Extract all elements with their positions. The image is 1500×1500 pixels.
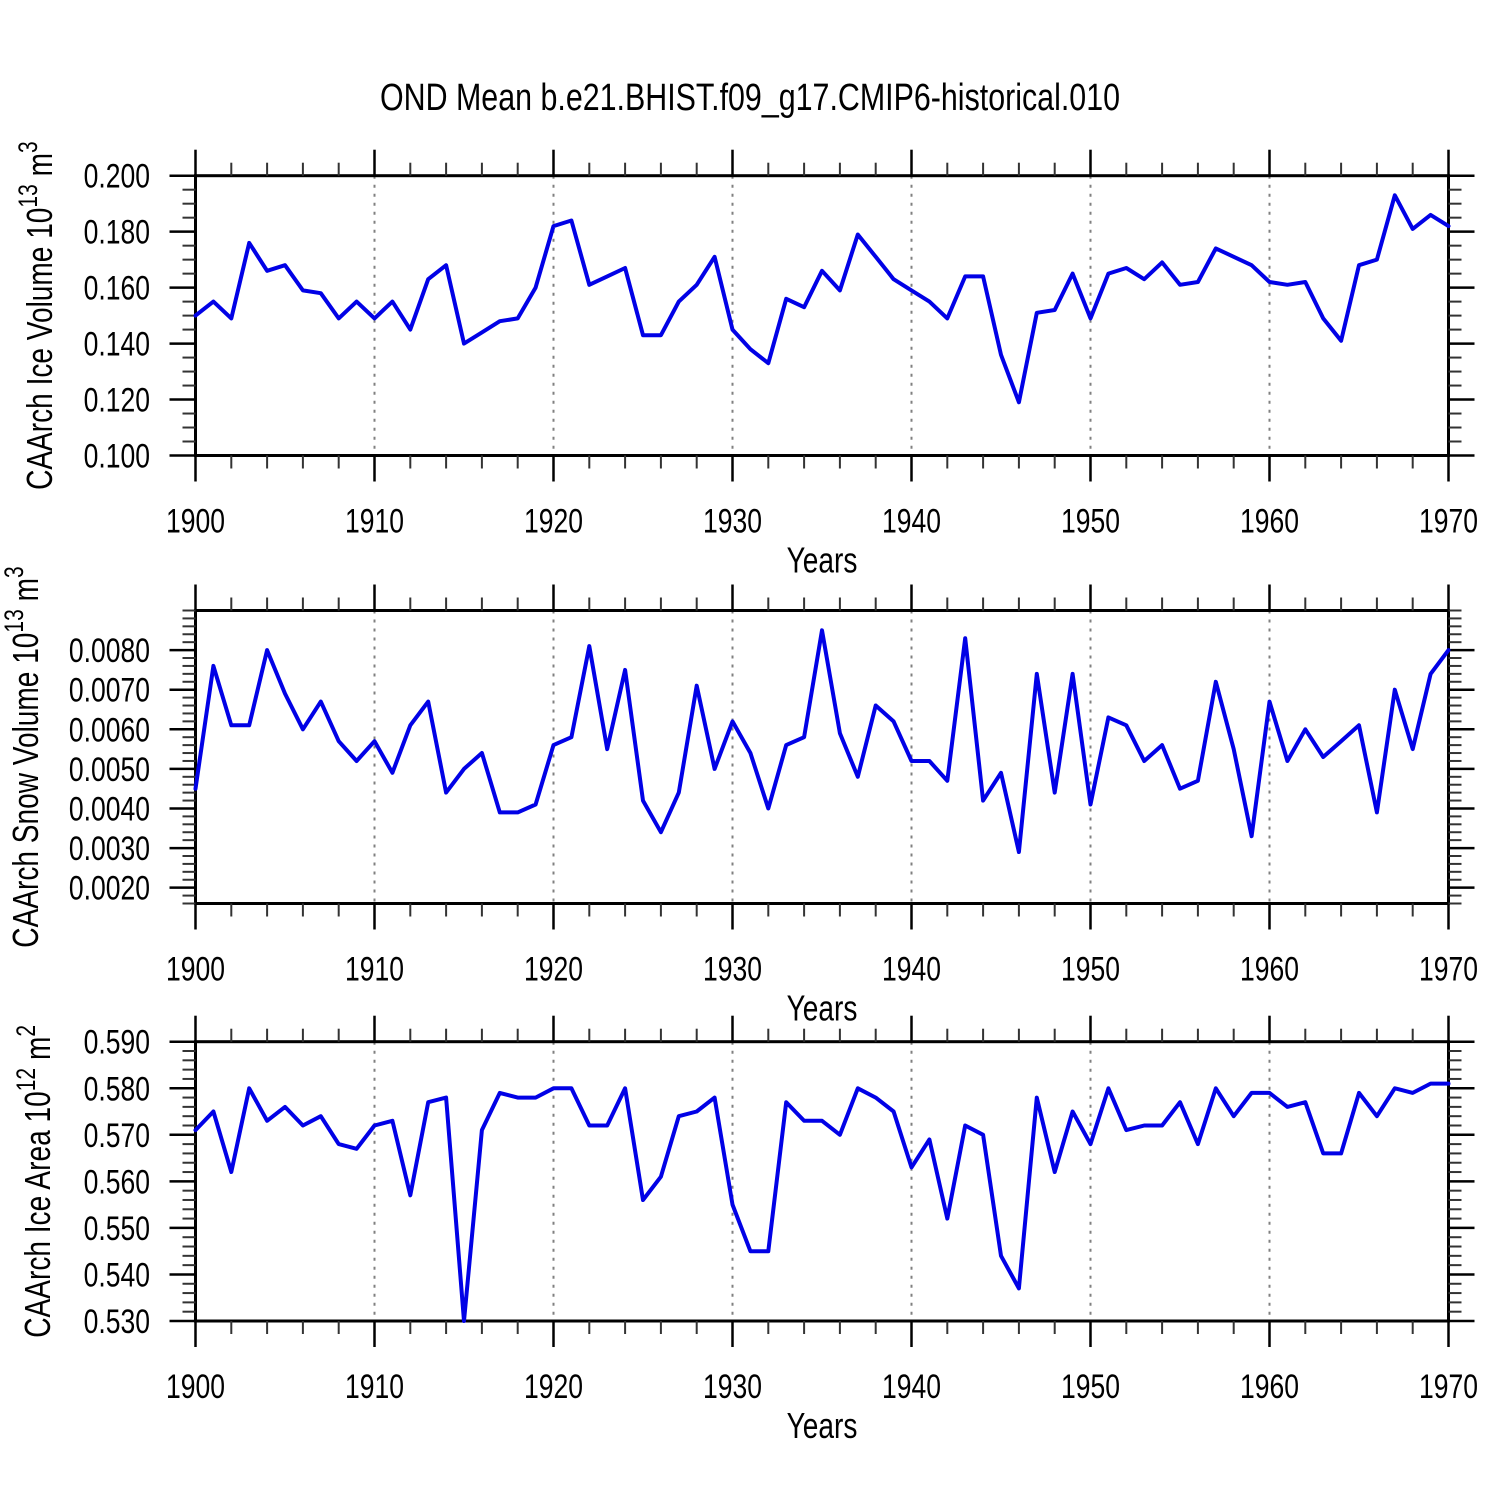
x-tick-label: 1970 — [1419, 950, 1478, 988]
ice-area-y-axis-label: CAArch Ice Area 1012 m2 — [12, 1025, 58, 1338]
ice-volume-x-axis-label: Years — [787, 540, 858, 580]
y-tick-label: 0.570 — [84, 1117, 150, 1155]
y-tick-label: 0.120 — [84, 381, 150, 419]
y-tick-label: 0.540 — [84, 1256, 150, 1294]
x-tick-label: 1900 — [166, 950, 225, 988]
y-tick-label: 0.0030 — [69, 830, 150, 868]
ice-area-chart: 1900 1910 1920 1930 1940 1950 1960 1970 0.590 0.5… — [12, 1015, 1478, 1446]
x-tick-label: 1940 — [882, 502, 941, 540]
x-tick-label: 1950 — [1061, 1368, 1120, 1406]
plot-frame — [194, 174, 1450, 457]
x-tick-label: 1960 — [1240, 1368, 1299, 1406]
y-axis-label-exponent: 13 — [0, 609, 30, 632]
snow-volume-x-axis-label: Years — [787, 988, 858, 1028]
snow-volume-chart: 1900 1910 1920 1930 1940 1950 1960 19700.00800.… — [0, 566, 1478, 1028]
x-tick-label: 1930 — [703, 502, 762, 540]
x-tick-label: 1950 — [1061, 502, 1120, 540]
x-tick-label: 1960 — [1240, 502, 1299, 540]
y-axis-label-text: CAArch Snow Volume 10 — [6, 633, 46, 948]
x-tick-label: 1970 — [1419, 502, 1478, 540]
y-axis-label-unit-exponent: 3 — [0, 566, 30, 578]
plot-frame — [194, 1040, 1450, 1323]
x-tick-label: 1940 — [882, 950, 941, 988]
y-axis-label-unit: m — [18, 1037, 58, 1068]
ice-volume-chart: 1900 1910 1920 1930 1940 1950 1960 1970 0.200 0.1… — [14, 141, 1478, 580]
x-tick-label: 1940 — [882, 1368, 941, 1406]
y-tick-label: 0.100 — [84, 437, 150, 475]
ice-area-x-axis-label: Years — [787, 1406, 858, 1446]
y-tick-label: 0.160 — [84, 270, 150, 308]
figure-title: OND Mean b.e21.BHIST.f09_g17.CMIP6-histo… — [380, 77, 1120, 119]
y-tick-label: 0.550 — [84, 1210, 150, 1248]
y-axis-label-text: CAArch Ice Volume 10 — [20, 208, 60, 490]
x-tick-label: 1930 — [703, 950, 762, 988]
x-tick-label: 1930 — [703, 1368, 762, 1406]
x-tick-label: 1920 — [524, 950, 583, 988]
x-tick-label: 1910 — [345, 502, 404, 540]
y-tick-label: 0.0050 — [69, 751, 150, 789]
y-axis-label-unit: m — [20, 153, 60, 184]
x-tick-label: 1920 — [524, 502, 583, 540]
y-axis-label-unit-exponent: 3 — [14, 141, 44, 153]
x-tick-label: 1910 — [345, 950, 404, 988]
y-tick-label: 0.590 — [84, 1024, 150, 1062]
y-tick-label: 0.0070 — [69, 672, 150, 710]
y-tick-label: 0.180 — [84, 214, 150, 252]
x-tick-label: 1920 — [524, 1368, 583, 1406]
y-axis-label-exponent: 12 — [12, 1068, 42, 1091]
ice-volume-y-axis-label: CAArch Ice Volume 1013 m3 — [14, 141, 60, 490]
y-tick-label: 0.0020 — [69, 870, 150, 908]
x-tick-label: 1970 — [1419, 1368, 1478, 1406]
y-tick-label: 0.580 — [84, 1070, 150, 1108]
y-tick-label: 0.530 — [84, 1303, 150, 1341]
y-axis-label-exponent: 13 — [14, 184, 44, 207]
x-tick-label: 1900 — [166, 1368, 225, 1406]
plot-frame — [194, 609, 1450, 905]
y-tick-label: 0.0040 — [69, 790, 150, 828]
y-tick-label: 0.0060 — [69, 711, 150, 749]
ice-area-line — [193, 1081, 1451, 1323]
x-tick-label: 1910 — [345, 1368, 404, 1406]
y-axis-label-unit-exponent: 2 — [12, 1025, 42, 1037]
x-tick-label: 1950 — [1061, 950, 1120, 988]
y-tick-label: 0.0080 — [69, 632, 150, 670]
y-tick-label: 0.200 — [84, 158, 150, 196]
y-tick-label: 0.140 — [84, 325, 150, 363]
y-axis-label-unit: m — [6, 578, 46, 609]
snow-volume-line — [193, 628, 1451, 854]
y-axis-label-text: CAArch Ice Area 10 — [18, 1091, 58, 1337]
snow-volume-y-axis-label: CAArch Snow Volume 1013 m3 — [0, 566, 46, 947]
x-tick-label: 1900 — [166, 502, 225, 540]
ice-volume-line — [193, 193, 1451, 405]
y-tick-label: 0.560 — [84, 1163, 150, 1201]
x-tick-label: 1960 — [1240, 950, 1299, 988]
